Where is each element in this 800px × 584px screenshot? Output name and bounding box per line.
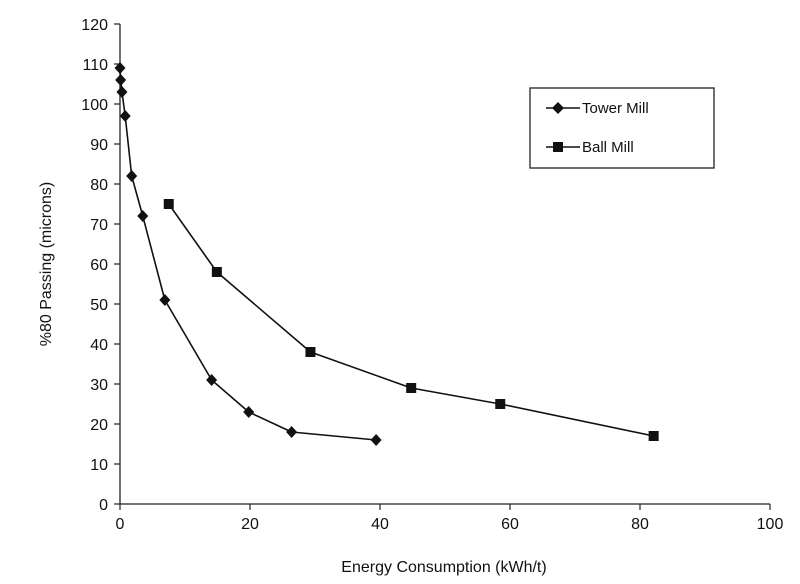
data-point-tower-mill	[114, 62, 126, 74]
data-point-tower-mill	[116, 86, 128, 98]
y-tick-label: 120	[81, 17, 108, 34]
x-tick-label: 60	[501, 516, 519, 533]
y-tick-label: 50	[90, 297, 108, 314]
legend-label-tower-mill: Tower Mill	[582, 100, 649, 117]
data-point-ball-mill	[305, 347, 316, 357]
y-tick-label: 110	[82, 57, 108, 74]
data-point-tower-mill	[119, 110, 131, 122]
y-axis-title: %80 Passing (microns)	[38, 182, 55, 347]
data-point-tower-mill	[286, 426, 298, 438]
legend-label-ball-mill: Ball Mill	[582, 139, 634, 156]
data-point-tower-mill	[243, 406, 255, 418]
legend-box	[529, 87, 715, 169]
data-point-tower-mill	[159, 294, 171, 306]
y-tick-label: 70	[90, 217, 108, 234]
y-axis-ticks: 0 10 20 30 40 50 60 70 80 90 100 110 120	[81, 17, 120, 514]
y-tick-label: 90	[90, 137, 108, 154]
series-ball-mill	[163, 199, 659, 441]
data-point-ball-mill	[163, 199, 174, 209]
legend: Tower Mill Ball Mill	[529, 87, 715, 169]
x-axis-title: Energy Consumption (kWh/t)	[341, 559, 546, 576]
y-tick-label: 80	[90, 177, 108, 194]
x-tick-label: 0	[116, 516, 125, 533]
series-tower-mill	[114, 62, 382, 446]
plot-series	[114, 62, 659, 446]
y-tick-label: 40	[90, 337, 108, 354]
y-tick-label: 20	[90, 417, 108, 434]
y-tick-label: 30	[90, 377, 108, 394]
legend-marker-tower-mill	[552, 102, 564, 114]
series-line-ball-mill	[168, 203, 654, 437]
series-line-tower-mill	[119, 67, 377, 441]
data-point-tower-mill	[115, 74, 127, 86]
x-axis-ticks: 0 20 40 60 80 100	[116, 504, 784, 533]
x-tick-label: 100	[757, 516, 784, 533]
data-point-ball-mill	[495, 399, 506, 409]
data-point-tower-mill	[137, 210, 149, 222]
data-point-tower-mill	[206, 374, 218, 386]
legend-marker-ball-mill	[553, 142, 563, 152]
y-tick-label: 60	[90, 257, 108, 274]
data-point-ball-mill	[211, 267, 222, 277]
x-tick-label: 20	[241, 516, 259, 533]
y-tick-label: 10	[90, 457, 108, 474]
data-point-ball-mill	[406, 383, 417, 393]
x-tick-label: 80	[631, 516, 649, 533]
x-tick-label: 40	[371, 516, 389, 533]
y-tick-label: 0	[99, 497, 108, 514]
data-point-ball-mill	[648, 431, 659, 441]
y-tick-label: 100	[81, 97, 108, 114]
data-point-tower-mill	[370, 434, 382, 446]
data-point-tower-mill	[126, 170, 138, 182]
